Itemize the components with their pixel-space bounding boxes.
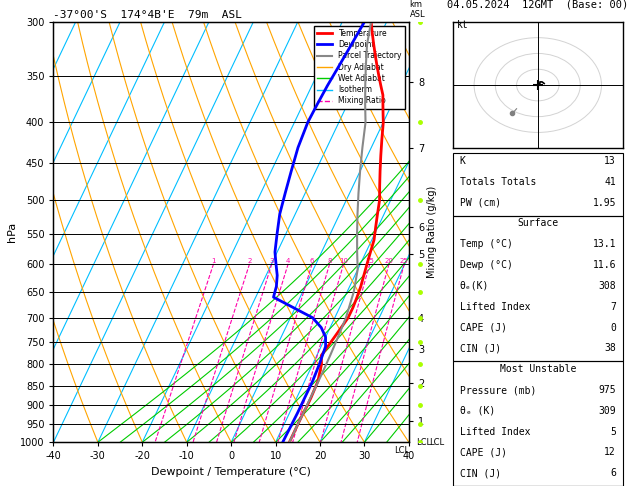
- Text: CAPE (J): CAPE (J): [460, 323, 507, 332]
- Text: 10: 10: [339, 258, 348, 264]
- Text: CAPE (J): CAPE (J): [460, 448, 507, 457]
- Text: 8: 8: [327, 258, 332, 264]
- Text: 15: 15: [365, 258, 374, 264]
- Text: 04.05.2024  12GMT  (Base: 00): 04.05.2024 12GMT (Base: 00): [447, 0, 628, 10]
- Text: Lifted Index: Lifted Index: [460, 427, 530, 436]
- Text: 25: 25: [400, 258, 409, 264]
- Text: K: K: [460, 156, 465, 166]
- Text: 2: 2: [247, 258, 252, 264]
- Text: 38: 38: [604, 344, 616, 353]
- Text: 1: 1: [211, 258, 216, 264]
- Text: Lifted Index: Lifted Index: [460, 302, 530, 312]
- Text: Surface: Surface: [517, 218, 559, 228]
- Text: LCL: LCL: [429, 438, 445, 447]
- Text: -37°00'S  174°4B'E  79m  ASL: -37°00'S 174°4B'E 79m ASL: [53, 10, 242, 20]
- Text: Dewp (°C): Dewp (°C): [460, 260, 513, 270]
- Text: 6: 6: [310, 258, 314, 264]
- Text: 12: 12: [604, 448, 616, 457]
- Text: CIN (J): CIN (J): [460, 469, 501, 478]
- Text: 6: 6: [610, 469, 616, 478]
- Text: PW (cm): PW (cm): [460, 198, 501, 208]
- Text: LCL: LCL: [416, 438, 431, 447]
- Text: Most Unstable: Most Unstable: [499, 364, 576, 374]
- Text: 3: 3: [270, 258, 274, 264]
- Text: θₑ (K): θₑ (K): [460, 406, 495, 416]
- Text: 41: 41: [604, 177, 616, 187]
- Text: 0: 0: [610, 323, 616, 332]
- Text: 4: 4: [286, 258, 291, 264]
- Bar: [453, 216, 623, 361]
- Text: Pressure (mb): Pressure (mb): [460, 385, 536, 395]
- Text: 20: 20: [384, 258, 394, 264]
- Text: θₑ(K): θₑ(K): [460, 281, 489, 291]
- Text: 5: 5: [610, 427, 616, 436]
- Text: Temp (°C): Temp (°C): [460, 239, 513, 249]
- Text: 309: 309: [598, 406, 616, 416]
- Text: 13: 13: [604, 156, 616, 166]
- Legend: Temperature, Dewpoint, Parcel Trajectory, Dry Adiabat, Wet Adiabat, Isotherm, Mi: Temperature, Dewpoint, Parcel Trajectory…: [314, 26, 405, 108]
- Text: kt: kt: [457, 20, 469, 30]
- Text: 1.95: 1.95: [593, 198, 616, 208]
- Text: 11.6: 11.6: [593, 260, 616, 270]
- Text: 975: 975: [598, 385, 616, 395]
- Text: LCL: LCL: [394, 447, 409, 455]
- Text: Totals Totals: Totals Totals: [460, 177, 536, 187]
- Y-axis label: hPa: hPa: [7, 222, 17, 242]
- X-axis label: Dewpoint / Temperature (°C): Dewpoint / Temperature (°C): [151, 467, 311, 477]
- Bar: [453, 153, 623, 216]
- Y-axis label: Mixing Ratio (g/kg): Mixing Ratio (g/kg): [427, 186, 437, 278]
- Bar: [453, 361, 623, 486]
- Text: CIN (J): CIN (J): [460, 344, 501, 353]
- Text: 7: 7: [610, 302, 616, 312]
- Text: km
ASL: km ASL: [409, 0, 425, 19]
- Text: 308: 308: [598, 281, 616, 291]
- Text: 13.1: 13.1: [593, 239, 616, 249]
